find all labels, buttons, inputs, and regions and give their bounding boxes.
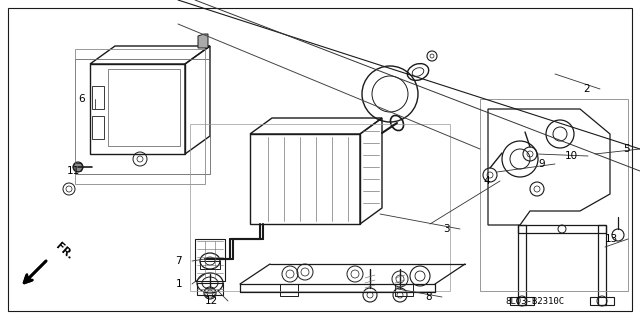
Text: 12: 12 — [205, 296, 218, 306]
Bar — [510, 297, 534, 305]
Text: 5: 5 — [623, 144, 630, 154]
Bar — [590, 297, 614, 305]
Text: 10: 10 — [565, 151, 578, 161]
Bar — [200, 261, 220, 269]
Text: 11: 11 — [67, 166, 80, 176]
Text: 3: 3 — [444, 224, 450, 234]
Text: 13: 13 — [605, 234, 618, 244]
Bar — [197, 283, 223, 295]
Bar — [518, 225, 526, 305]
Bar — [280, 284, 298, 296]
Bar — [518, 225, 606, 233]
Polygon shape — [198, 34, 208, 48]
Text: 6: 6 — [78, 94, 85, 104]
Text: 8: 8 — [426, 292, 432, 302]
Bar — [598, 225, 606, 305]
Text: 9: 9 — [538, 159, 545, 169]
Bar — [195, 239, 225, 281]
Text: 7: 7 — [175, 256, 182, 266]
Text: 2: 2 — [584, 84, 590, 94]
Text: 8L03-B2310C: 8L03-B2310C — [505, 296, 564, 306]
Bar — [395, 284, 413, 296]
Text: 4: 4 — [483, 176, 490, 186]
Text: FR.: FR. — [54, 241, 75, 261]
Circle shape — [73, 162, 83, 172]
Text: 1: 1 — [175, 279, 182, 289]
